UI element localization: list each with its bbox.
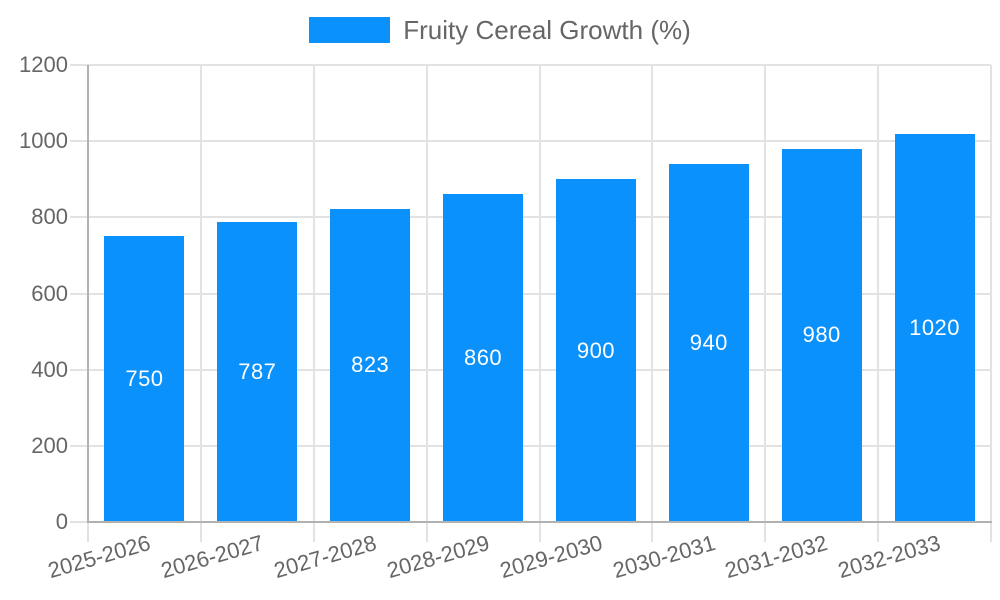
x-axis-tick-label: 2027-2028 [271,530,380,584]
x-tick-mark [990,522,992,542]
y-tick-mark [70,140,88,143]
x-gridline [764,65,767,522]
x-axis-tick-label: 2030-2031 [609,530,718,584]
x-tick-mark [199,522,202,542]
x-axis-tick-label: 2026-2027 [158,530,267,584]
y-axis-line [87,65,89,523]
y-axis-tick-label: 0 [55,509,68,534]
x-gridline [199,65,202,522]
y-axis-tick-label: 400 [31,356,68,382]
x-tick-mark [764,522,767,542]
x-tick-mark [312,522,315,542]
bar[interactable]: 900 [555,179,636,522]
y-axis-tick-label: 1200 [19,52,68,77]
y-axis-tick-label: 800 [31,204,68,230]
y-tick-mark [70,64,88,66]
x-tick-mark [425,522,428,542]
x-tick-mark [87,522,89,542]
bar[interactable]: 860 [443,194,524,522]
bar[interactable]: 823 [330,208,411,522]
x-gridline [312,65,315,522]
bar-value-label: 980 [802,322,841,348]
x-axis-tick-label: 2029-2030 [496,530,605,584]
x-axis-tick-label: 2032-2033 [835,530,944,584]
x-tick-mark [651,522,654,542]
bar[interactable]: 1020 [894,133,975,522]
x-axis-tick-label: 2025-2026 [45,530,154,584]
x-tick-mark [538,522,541,542]
x-gridline [877,65,880,522]
x-gridline [425,65,428,522]
y-tick-mark [70,216,88,219]
x-gridline [651,65,654,522]
x-axis-tick-label: 2031-2032 [722,530,831,584]
y-axis-tick-label: 200 [31,432,68,458]
bar[interactable]: 750 [104,236,185,522]
x-axis-line [87,521,992,523]
bar-value-label: 900 [576,337,616,363]
bar-value-label: 823 [351,352,390,378]
y-tick-mark [70,292,88,295]
y-axis-tick-label: 600 [31,280,68,306]
x-gridline [990,65,992,522]
x-gridline [538,65,541,522]
bar-value-label: 750 [125,366,164,392]
legend-label: Fruity Cereal Growth (%) [403,15,691,45]
bar[interactable]: 940 [668,164,749,522]
legend-color-swatch [309,17,391,43]
x-axis-tick-label: 2028-2029 [383,530,492,584]
bar[interactable]: 980 [781,148,862,522]
bar[interactable]: 787 [217,222,298,522]
y-tick-mark [70,368,88,371]
y-axis-tick-label: 1000 [19,128,68,154]
bar-value-label: 860 [463,345,503,371]
bar-value-label: 787 [238,359,277,385]
x-tick-mark [877,522,880,542]
bar-value-label: 1020 [909,314,961,340]
y-tick-mark [70,521,88,523]
chart-legend[interactable]: Fruity Cereal Growth (%) [0,14,1000,46]
y-tick-mark [70,444,88,447]
bar-value-label: 940 [689,330,728,355]
